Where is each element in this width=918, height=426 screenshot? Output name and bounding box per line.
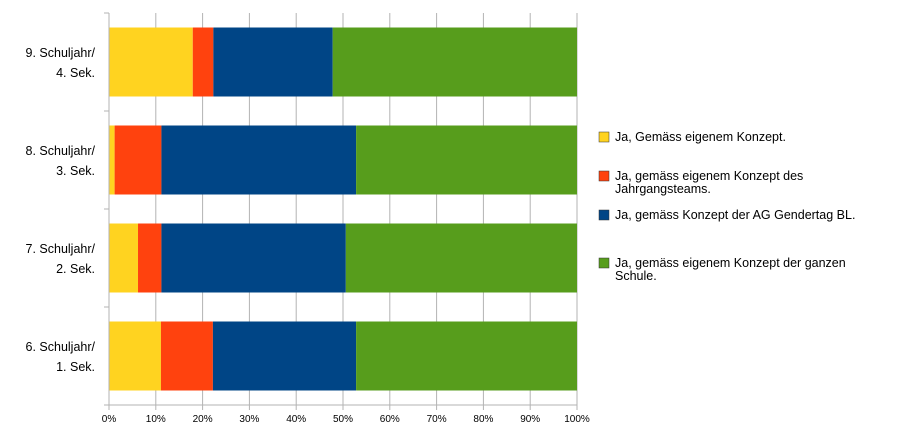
category-label: 6. Schuljahr/1. Sek. <box>26 340 96 374</box>
bar-segment-3-row-2 <box>161 125 357 195</box>
category-label-line: 1. Sek. <box>56 360 95 374</box>
legend-label-line: Schule. <box>615 269 657 283</box>
legend-label-line: Ja, gemäss Konzept der AG Gendertag BL. <box>615 208 855 222</box>
legend-swatch-1 <box>598 131 610 143</box>
x-tick-label: 10% <box>146 414 166 425</box>
legend-swatch-2 <box>598 170 610 182</box>
legend-swatch-3 <box>598 209 610 221</box>
x-tick-label: 70% <box>427 414 447 425</box>
x-tick-label: 100% <box>564 414 590 425</box>
x-tick-label: 40% <box>286 414 306 425</box>
legend-label-4: Ja, gemäss eigenem Konzept der ganzen Sch… <box>615 256 846 283</box>
category-label-line: 7. Schuljahr/ <box>26 242 96 256</box>
category-label-line: 3. Sek. <box>56 164 95 178</box>
x-tick-label: 30% <box>239 414 259 425</box>
bar-segment-4-row-1 <box>332 27 577 97</box>
bar-segment-1-row-4 <box>109 321 161 391</box>
bar-segment-3-row-1 <box>213 27 333 97</box>
plot-area: 9. Schuljahr/4. Sek. 8. Schuljahr/3. Sek.… <box>26 12 590 425</box>
legend-label-line: Ja, Gemäss eigenem Konzept. <box>615 130 786 144</box>
category-label-line: 6. Schuljahr/ <box>26 340 96 354</box>
x-tick-label: 60% <box>380 414 400 425</box>
bar-segment-3-row-3 <box>161 223 346 293</box>
x-tick-label: 20% <box>193 414 213 425</box>
legend-label-line: Ja, gemäss eigenem Konzept der ganzen <box>615 256 846 270</box>
x-tick-label: 80% <box>473 414 493 425</box>
bar-segment-3-row-4 <box>212 321 357 391</box>
bar-segment-1-row-1 <box>109 27 193 97</box>
bar-segment-2-row-2 <box>114 125 162 195</box>
category-label: 7. Schuljahr/2. Sek. <box>26 242 96 276</box>
bar-segment-1-row-2 <box>109 125 115 195</box>
legend-label-3: Ja, gemäss Konzept der AG Gendertag BL. <box>615 208 855 222</box>
x-tick-label: 50% <box>333 414 353 425</box>
category-label: 9. Schuljahr/4. Sek. <box>26 46 96 80</box>
bar-segment-4-row-4 <box>356 321 577 391</box>
x-tick-label: 0% <box>102 414 117 425</box>
bar-segment-1-row-3 <box>109 223 139 293</box>
bar-segment-2-row-4 <box>160 321 213 391</box>
legend-swatch-4 <box>598 257 610 269</box>
legend-label-line: Ja, gemäss eigenem Konzept des <box>615 169 803 183</box>
legend-label-1: Ja, Gemäss eigenem Konzept. <box>615 130 786 144</box>
category-label: 8. Schuljahr/3. Sek. <box>26 144 96 178</box>
category-label-line: 8. Schuljahr/ <box>26 144 96 158</box>
x-tick-label: 90% <box>520 414 540 425</box>
bar-segment-4-row-3 <box>345 223 577 293</box>
bar-segment-4-row-2 <box>356 125 577 195</box>
category-label-line: 2. Sek. <box>56 262 95 276</box>
legend: Ja, Gemäss eigenem Konzept. Ja, gemäss ei… <box>598 130 855 283</box>
legend-label-2: Ja, gemäss eigenem Konzept des Jahrgangst… <box>615 169 803 196</box>
category-label-line: 4. Sek. <box>56 66 95 80</box>
bar-segment-2-row-3 <box>138 223 162 293</box>
category-label-line: 9. Schuljahr/ <box>26 46 96 60</box>
bar-segment-2-row-1 <box>192 27 214 97</box>
legend-label-line: Jahrgangsteams. <box>615 182 711 196</box>
